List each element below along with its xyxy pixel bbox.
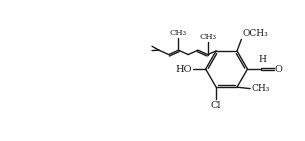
Text: Cl: Cl — [211, 101, 221, 110]
Text: H: H — [258, 55, 266, 64]
Text: CH₃: CH₃ — [170, 29, 187, 37]
Text: HO: HO — [175, 65, 192, 74]
Text: CH₃: CH₃ — [251, 84, 270, 93]
Text: OCH₃: OCH₃ — [242, 29, 268, 38]
Text: O: O — [275, 65, 283, 74]
Text: CH₃: CH₃ — [199, 33, 216, 41]
